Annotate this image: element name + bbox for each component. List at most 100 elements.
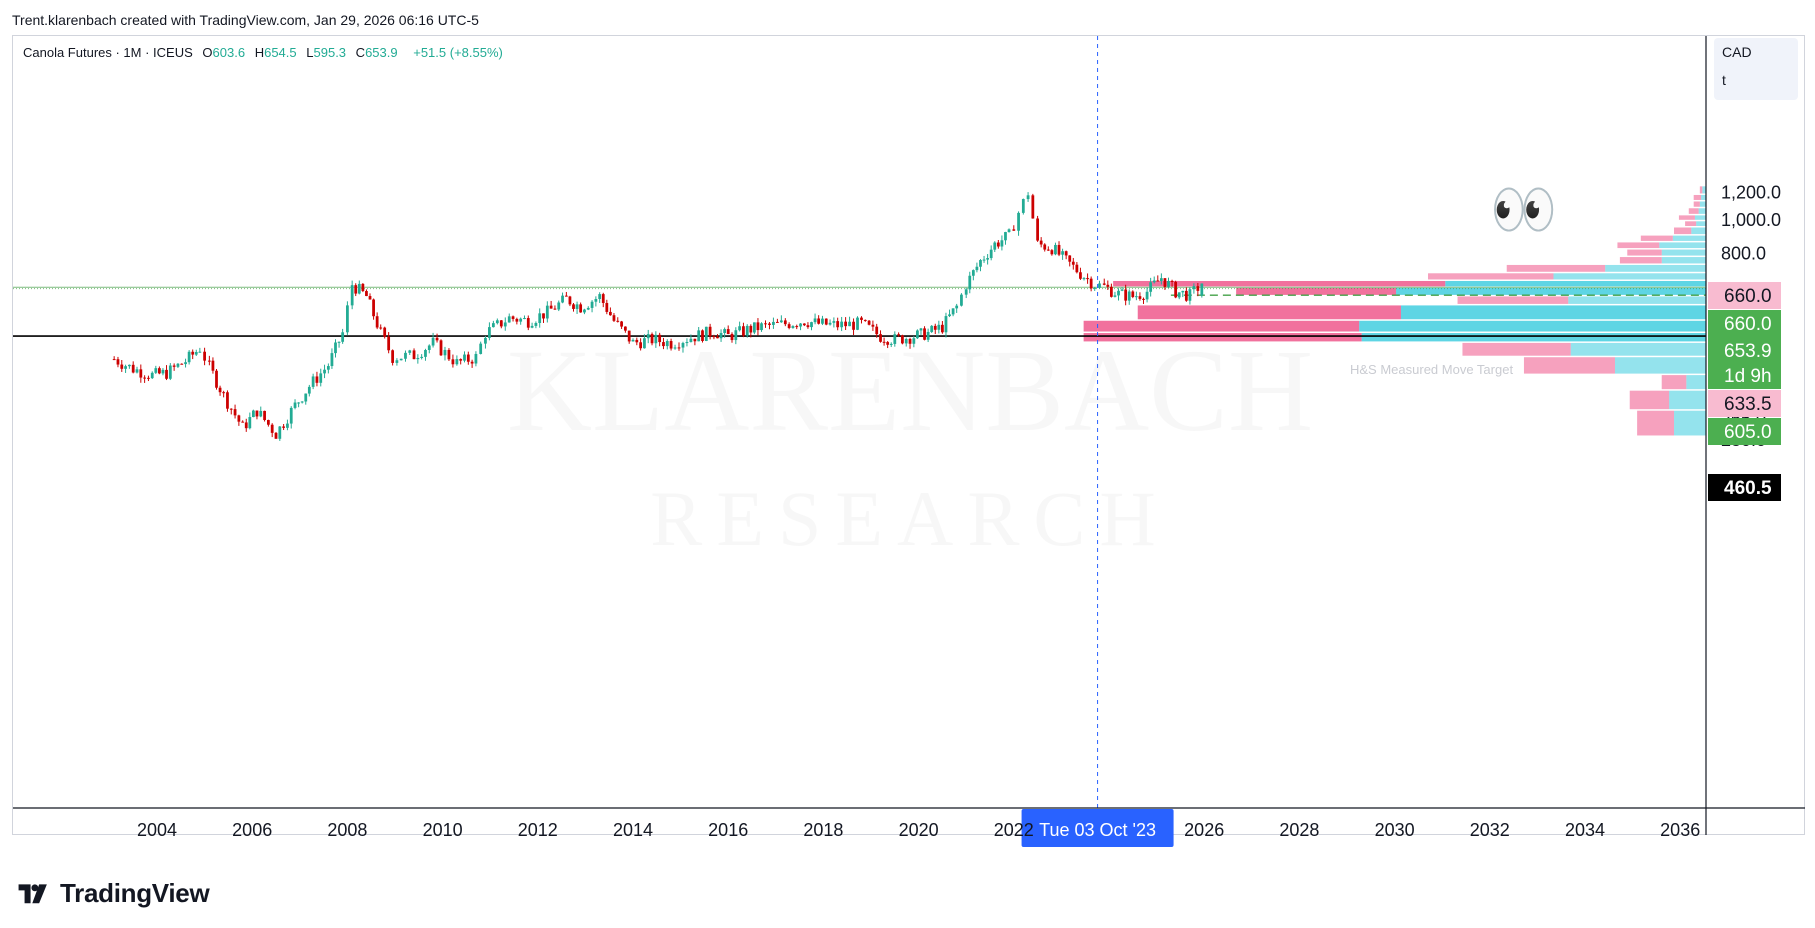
candle-body: [772, 321, 775, 325]
candle-body: [568, 296, 572, 305]
candle-body: [1156, 280, 1160, 282]
candle-body: [274, 432, 278, 439]
vp-down-bar: [1627, 249, 1662, 256]
price-label-box-black: [1708, 474, 1781, 501]
candle-body: [662, 342, 665, 347]
candle-body: [979, 260, 982, 267]
vp-up-bar: [1691, 227, 1706, 235]
vp-down-bar: [1661, 375, 1687, 390]
candle-body: [526, 318, 530, 328]
candle-body: [1071, 261, 1075, 265]
candle-body: [491, 323, 495, 328]
candle-body: [176, 363, 180, 367]
vp-down-bar: [1693, 194, 1702, 200]
candle-body: [350, 285, 354, 306]
price-label-box-green: [1708, 337, 1781, 364]
candle-body: [463, 354, 466, 361]
candle-body: [495, 320, 499, 324]
candles: [112, 192, 1204, 441]
candle-body: [116, 359, 120, 365]
x-tick-label-2028: 2028: [1279, 820, 1319, 840]
candle-body: [1138, 296, 1142, 299]
candle-body: [601, 294, 605, 303]
candle-body: [832, 321, 836, 323]
candle-body: [459, 359, 463, 361]
x-tick-label-2012: 2012: [518, 820, 558, 840]
candle-body: [654, 334, 658, 344]
candle-body: [139, 369, 143, 378]
candle-body: [639, 342, 643, 349]
candle-body: [180, 363, 184, 365]
candle-body: [1061, 251, 1064, 255]
candle-body: [427, 345, 431, 350]
candle-body: [856, 317, 859, 330]
candle-body: [605, 302, 609, 312]
candle-body: [799, 323, 802, 327]
candle-body: [1145, 291, 1149, 300]
candle-body: [431, 337, 435, 346]
candle-body: [783, 320, 787, 325]
candle-body: [1093, 287, 1097, 289]
symbol-legend[interactable]: Canola Futures · 1M · ICEUS O603.6 H654.…: [23, 45, 509, 60]
vp-down-bar: [1674, 227, 1692, 235]
currency-label: CAD: [1722, 44, 1752, 60]
candle-body: [503, 322, 507, 327]
candle-body: [1177, 292, 1181, 298]
candle-body: [665, 341, 669, 347]
candle-body: [951, 308, 955, 315]
candle-body: [893, 334, 897, 344]
candle-body: [549, 305, 553, 309]
candle-body: [488, 327, 491, 338]
candle-body: [282, 426, 286, 428]
candle-body: [154, 368, 158, 373]
candle-body: [904, 338, 908, 344]
candle-body: [372, 299, 375, 317]
candle-body: [821, 318, 824, 324]
candle-body: [882, 341, 886, 343]
x-tick-label-2030: 2030: [1375, 820, 1415, 840]
vp-up-bar: [1661, 249, 1706, 256]
candle-body: [455, 359, 459, 365]
vp-up-bar: [1568, 296, 1706, 304]
y-tick-label-1,000.0: 1,000.0: [1721, 210, 1781, 230]
vp-up-bar: [1553, 273, 1706, 280]
candle-body: [412, 350, 416, 360]
candle-body: [143, 377, 147, 379]
price-label-box-green: [1708, 310, 1781, 337]
candle-body: [1079, 272, 1082, 279]
candle-body: [787, 324, 791, 328]
candle-body: [286, 423, 289, 428]
candle-body: [330, 353, 334, 367]
price-label-660.0: 660.0: [1724, 314, 1772, 335]
candle-body: [620, 321, 623, 327]
candle-body: [211, 360, 215, 371]
candle-body: [479, 343, 483, 354]
annotations: H&S Measured Move Target: [1350, 362, 1513, 377]
close-value: C653.9: [355, 45, 398, 60]
candle-body: [484, 337, 487, 344]
candle-body: [187, 351, 191, 363]
candle-body: [760, 323, 763, 331]
candle-body: [233, 409, 237, 416]
candle-body: [215, 370, 218, 388]
crosshair: Tue 03 Oct '23: [1021, 36, 1174, 847]
candle-body: [986, 258, 990, 260]
candle-body: [1113, 295, 1117, 297]
currency-unit-selector[interactable]: CAD t: [1714, 38, 1798, 100]
candle-body: [1181, 290, 1185, 293]
candle-body: [1163, 278, 1167, 287]
candle-body: [813, 318, 817, 323]
candle-body: [989, 249, 993, 259]
candle-body: [742, 326, 745, 336]
tradingview-logo[interactable]: TradingView: [14, 876, 210, 910]
candle-body: [511, 316, 515, 319]
candle-body: [579, 304, 583, 313]
candle-body: [756, 322, 760, 331]
candle-body: [916, 330, 919, 339]
candle-body: [933, 325, 937, 330]
candle-body: [631, 339, 635, 342]
candle-body: [572, 304, 575, 309]
vp-up-bar: [1702, 186, 1706, 194]
vp-down-bar: [1617, 242, 1660, 249]
